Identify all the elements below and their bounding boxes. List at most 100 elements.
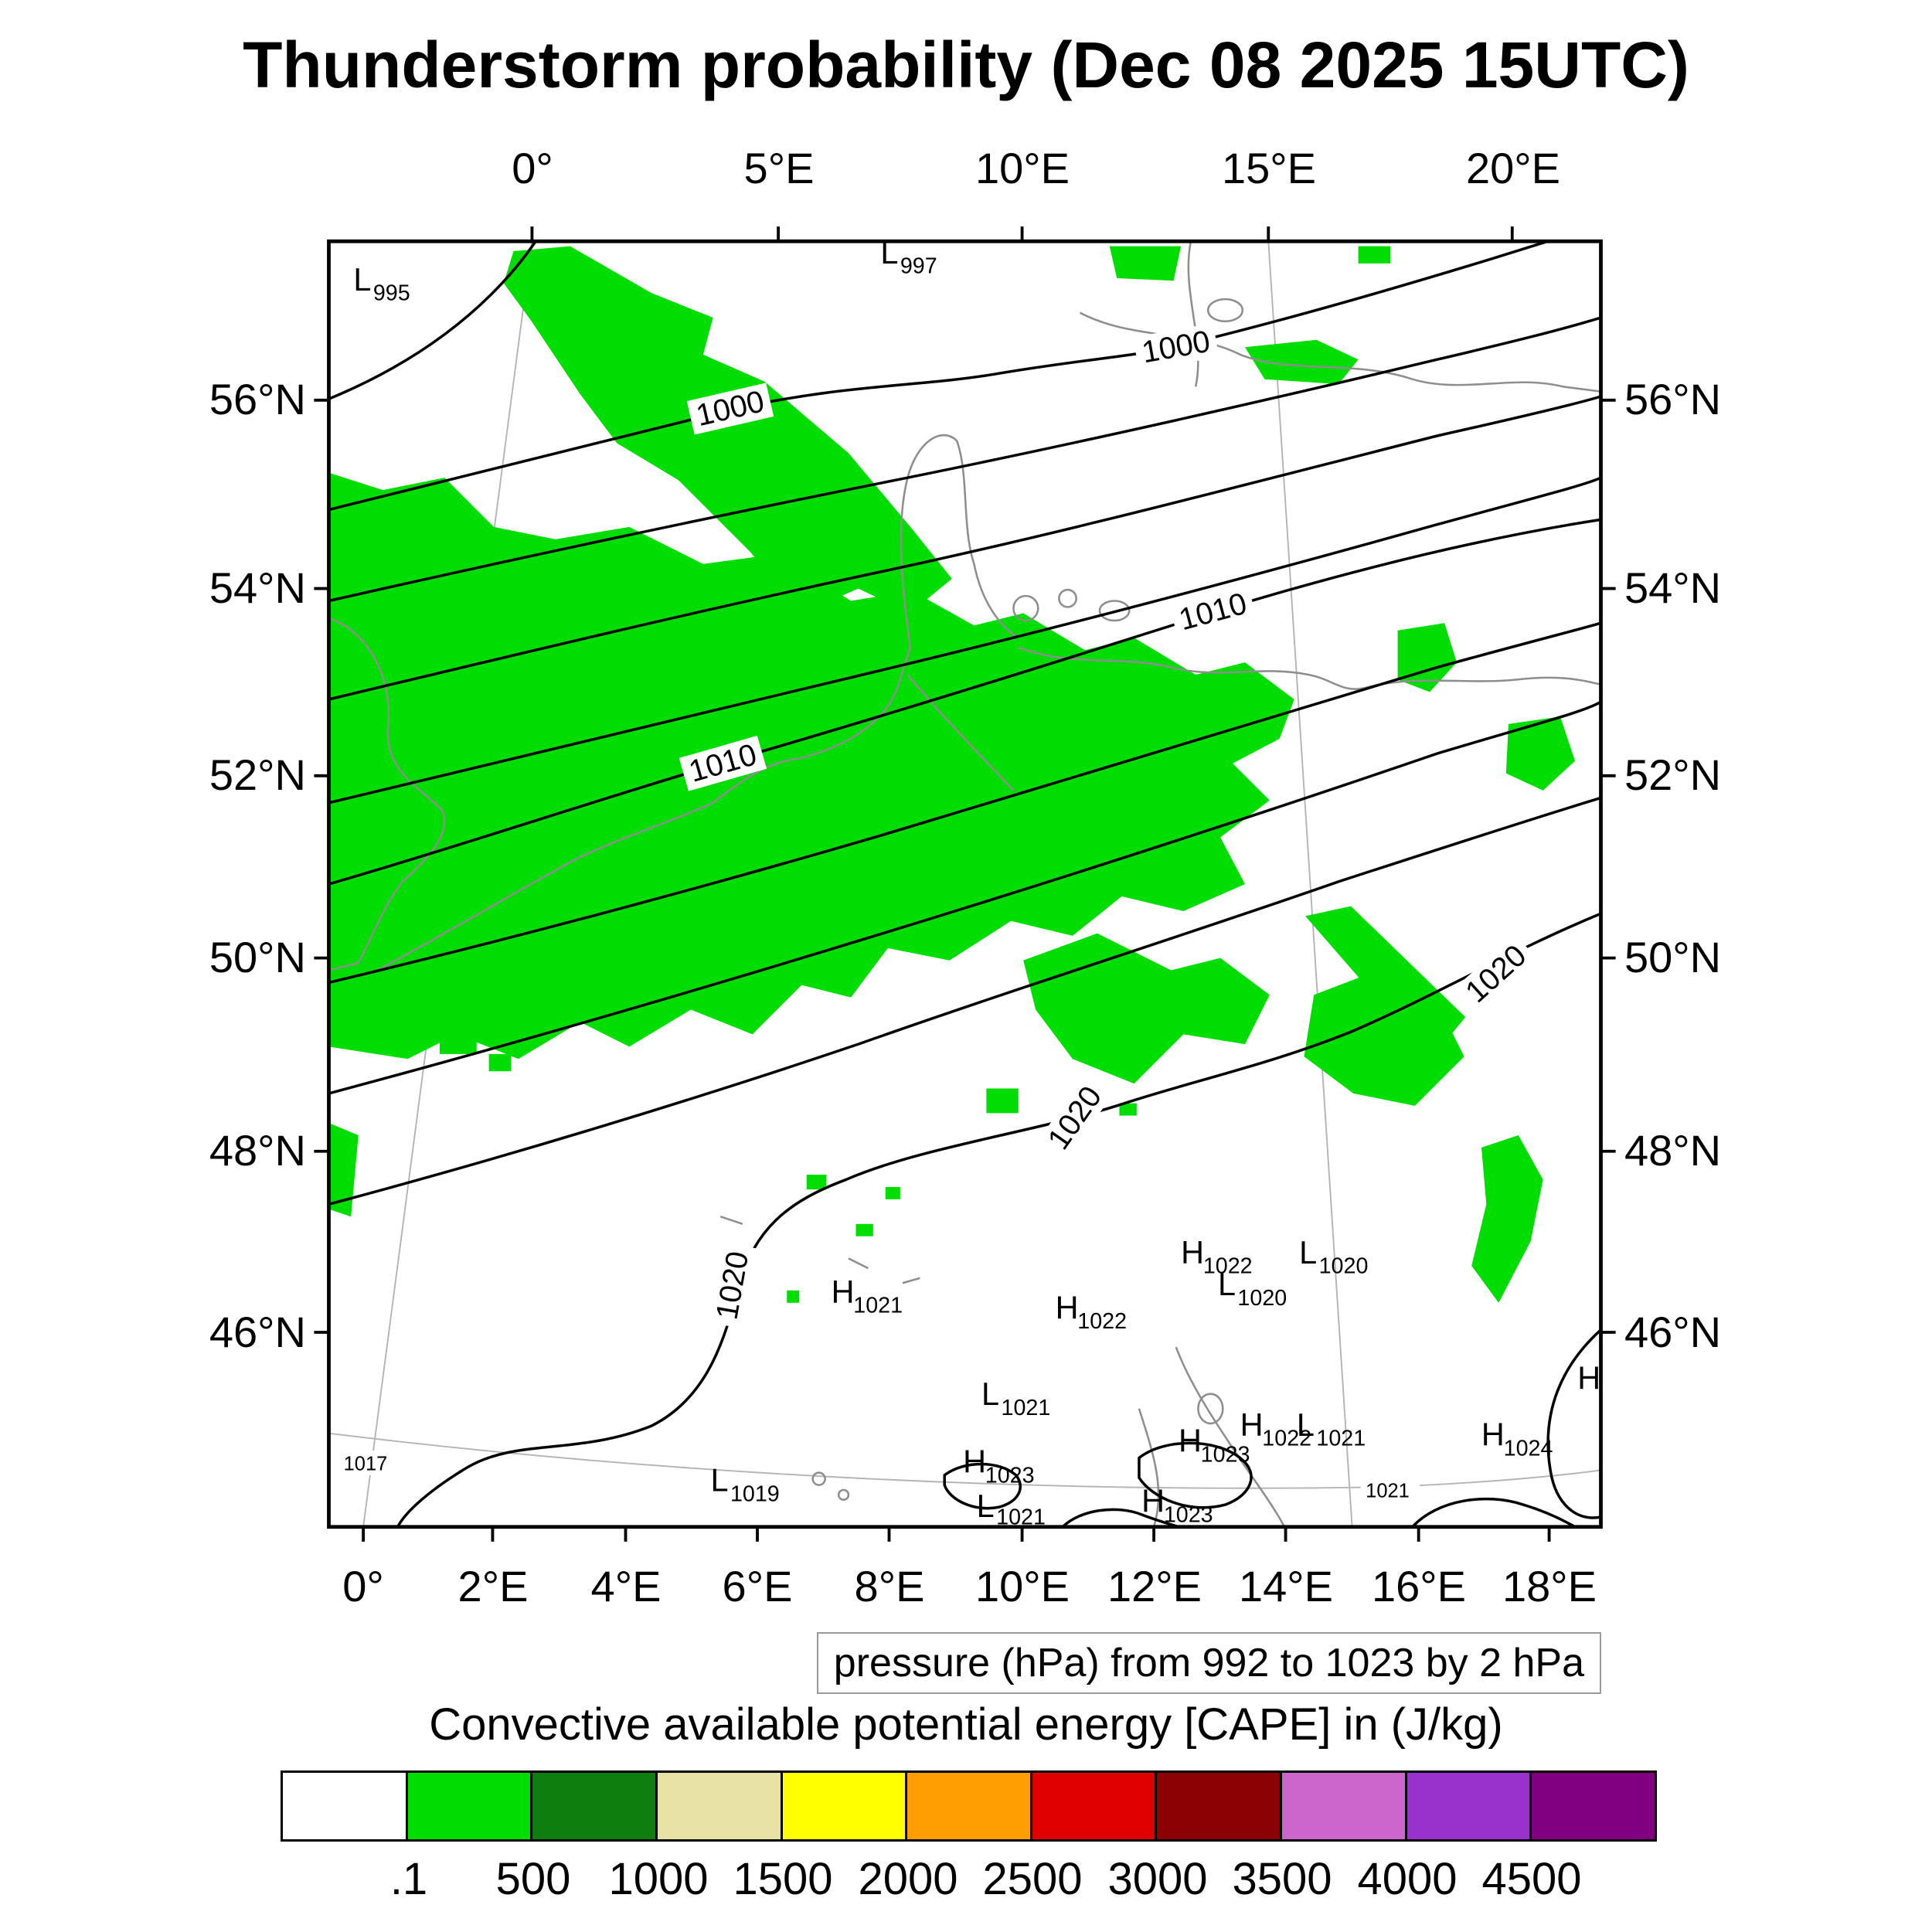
isobar-label: 1020 xyxy=(1037,1074,1113,1162)
bottom-axis-label: 8°E xyxy=(854,1562,925,1611)
svg-text:L: L xyxy=(1299,1235,1317,1270)
top-axis-label: 5°E xyxy=(743,144,815,192)
right-axis-label: 52°N xyxy=(1624,750,1722,799)
colorbar-tick: 3500 xyxy=(1232,1854,1332,1904)
colorbar-cell xyxy=(1406,1773,1532,1839)
top-axis-label: 15°E xyxy=(1221,144,1317,192)
pressure-center: L 1021 xyxy=(977,1488,1046,1530)
bottom-axis-label: 18°E xyxy=(1502,1562,1597,1611)
colorbar-cell xyxy=(1532,1773,1655,1839)
svg-text:H: H xyxy=(1181,1235,1204,1270)
colorbar-cell xyxy=(907,1773,1032,1839)
colorbar-tick: 4500 xyxy=(1481,1854,1582,1904)
top-axis-label: 0° xyxy=(512,144,553,192)
colorbar-cell xyxy=(532,1773,658,1839)
svg-text:H: H xyxy=(1056,1290,1079,1325)
page-title: Thunderstorm probability (Dec 08 2025 15… xyxy=(243,29,1689,101)
cape-shaded-region xyxy=(328,246,1576,1303)
svg-text:1023: 1023 xyxy=(1201,1442,1250,1467)
right-axis-label: 56°N xyxy=(1624,375,1722,423)
pressure-center: L 1021 xyxy=(981,1376,1050,1420)
svg-text:L: L xyxy=(981,1376,999,1412)
svg-text:H: H xyxy=(1179,1423,1202,1459)
right-axis-label: 50°N xyxy=(1624,933,1722,981)
colorbar-tick: 3000 xyxy=(1107,1854,1208,1904)
svg-text:L: L xyxy=(353,262,371,298)
isobar-label: 1000 xyxy=(1133,323,1219,372)
svg-text:1020: 1020 xyxy=(1319,1254,1369,1279)
svg-text:L: L xyxy=(880,235,898,270)
svg-text:1023: 1023 xyxy=(1164,1502,1213,1527)
colorbar-cell xyxy=(1032,1773,1158,1839)
inline-isobar-label: 1017 xyxy=(338,1450,398,1475)
colorbar xyxy=(281,1770,1657,1842)
isobar-label: 1020 xyxy=(1454,934,1539,1015)
pressure-center: L 1020 xyxy=(1218,1267,1287,1311)
map-area: 1000 1000 1010 1010 1020 1020 1020 1017 … xyxy=(309,221,1621,1547)
pressure-center: L 1019 xyxy=(710,1463,779,1507)
svg-text:1022: 1022 xyxy=(1262,1427,1311,1451)
left-axis-label: 54°N xyxy=(209,563,306,612)
svg-text:1017: 1017 xyxy=(344,1453,388,1475)
svg-text:H: H xyxy=(1577,1360,1600,1396)
svg-text:L: L xyxy=(1218,1267,1236,1302)
isobar-label: 1020 xyxy=(709,1242,757,1329)
svg-text:1020: 1020 xyxy=(710,1249,756,1322)
left-axis-label: 46°N xyxy=(209,1308,306,1356)
svg-text:1000: 1000 xyxy=(1139,325,1213,370)
svg-text:H: H xyxy=(832,1274,855,1310)
svg-text:1021: 1021 xyxy=(853,1294,903,1318)
colorbar-tick: 2500 xyxy=(982,1854,1083,1904)
bottom-axis-label: 16°E xyxy=(1371,1562,1467,1611)
svg-text:1024: 1024 xyxy=(1504,1436,1553,1461)
svg-text:1019: 1019 xyxy=(730,1481,780,1506)
svg-text:H: H xyxy=(1481,1417,1505,1453)
bottom-axis-label: 6°E xyxy=(722,1562,793,1611)
svg-text:H: H xyxy=(963,1444,986,1480)
svg-text:L: L xyxy=(977,1488,995,1524)
svg-text:H: H xyxy=(1240,1407,1264,1443)
axis-ticks xyxy=(314,226,1616,1542)
map-frame xyxy=(327,239,1603,1529)
svg-text:1021: 1021 xyxy=(1002,1396,1051,1420)
svg-text:1021: 1021 xyxy=(1366,1481,1410,1502)
svg-text:1020: 1020 xyxy=(1237,1286,1287,1311)
svg-text:1022: 1022 xyxy=(1077,1309,1127,1334)
left-axis-label: 52°N xyxy=(209,750,306,799)
colorbar-tick: 500 xyxy=(495,1854,571,1904)
colorbar-tick: 1000 xyxy=(608,1854,709,1904)
top-axis-label: 20°E xyxy=(1465,144,1561,192)
svg-text:L: L xyxy=(1297,1407,1315,1443)
inline-isobar-label: 1021 xyxy=(1360,1478,1420,1502)
colorbar-cell xyxy=(657,1773,783,1839)
colorbar-tick: 4000 xyxy=(1357,1854,1458,1904)
colorbar-cell xyxy=(1157,1773,1283,1839)
colorbar-tick: .1 xyxy=(389,1854,428,1904)
isobar-contours xyxy=(328,240,1602,1529)
colorbar-cell xyxy=(782,1773,908,1839)
coastlines xyxy=(328,240,1601,1528)
bottom-axis-label: 4°E xyxy=(590,1562,662,1611)
svg-text:L: L xyxy=(710,1463,728,1498)
right-axis-label: 46°N xyxy=(1624,1308,1722,1356)
colorbar-cell xyxy=(283,1773,408,1839)
bottom-axis-label: 14°E xyxy=(1238,1562,1334,1611)
bottom-axis-label: 12°E xyxy=(1107,1562,1202,1611)
pressure-center: L 1020 xyxy=(1299,1235,1368,1279)
left-axis-label: 48°N xyxy=(209,1126,306,1175)
bottom-axis-label: 0° xyxy=(342,1562,384,1611)
pressure-center: H xyxy=(1577,1360,1600,1396)
pressure-center: L 995 xyxy=(353,262,410,306)
colorbar-cell xyxy=(407,1773,533,1839)
svg-text:1022: 1022 xyxy=(1203,1254,1253,1279)
colorbar-cell xyxy=(1282,1773,1407,1839)
map-canvas: 1000 1000 1010 1010 1020 1020 1020 1017 … xyxy=(314,226,1616,1542)
left-axis-label: 50°N xyxy=(209,933,306,981)
colorbar-title: Convective available potential energy [C… xyxy=(429,1699,1503,1750)
